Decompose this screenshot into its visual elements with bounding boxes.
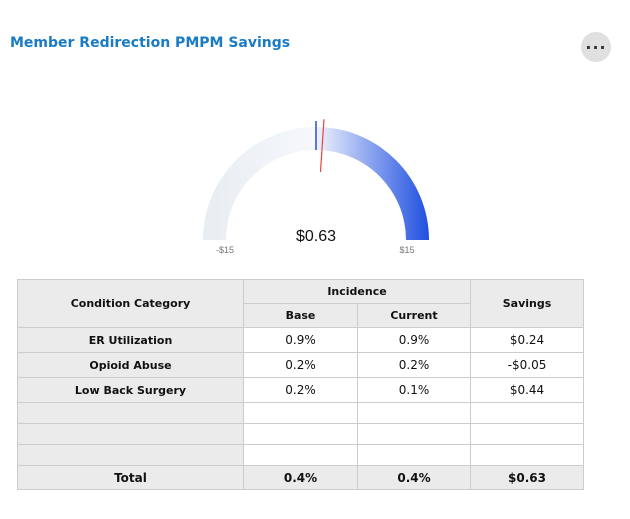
widget-title: Member Redirection PMPM Savings (10, 35, 291, 51)
cell-savings: $0.44 (470, 377, 584, 403)
cell-savings: -$0.05 (470, 352, 584, 378)
cell-category (17, 444, 244, 466)
cell-current: 0.2% (357, 352, 471, 378)
cell-base (243, 423, 358, 445)
cell-current (357, 423, 471, 445)
header-condition-category: Condition Category (17, 279, 244, 328)
cell-current: 0.9% (357, 327, 471, 353)
table-row (17, 423, 584, 445)
cell-category: ER Utilization (17, 327, 244, 353)
header-current: Current (357, 303, 471, 328)
cell-current (357, 402, 471, 424)
cell-savings (470, 402, 584, 424)
cell-base: 0.2% (243, 352, 358, 378)
header-savings: Savings (470, 279, 584, 328)
header-incidence: Incidence (243, 279, 471, 304)
cell-base: 0.9% (243, 327, 358, 353)
savings-gauge: $0.63 -$15 $15 (203, 119, 429, 255)
cell-savings (470, 444, 584, 466)
gauge-needle (319, 119, 325, 173)
total-savings: $0.63 (470, 465, 584, 490)
total-current: 0.4% (357, 465, 471, 490)
savings-table: Condition Category Incidence Savings Bas… (17, 279, 584, 490)
cell-current (357, 444, 471, 466)
cell-category: Opioid Abuse (17, 352, 244, 378)
cell-base: 0.2% (243, 377, 358, 403)
cell-base (243, 444, 358, 466)
table-row (17, 444, 584, 466)
table-row (17, 402, 584, 424)
cell-current: 0.1% (357, 377, 471, 403)
cell-category: Low Back Surgery (17, 377, 244, 403)
table-row: ER Utilization 0.9% 0.9% $0.24 (17, 327, 584, 353)
cell-category (17, 402, 244, 424)
gauge-fill (316, 127, 429, 240)
gauge-value: $0.63 (296, 228, 336, 245)
total-label: Total (17, 465, 244, 490)
cell-base (243, 402, 358, 424)
cell-savings: $0.24 (470, 327, 584, 353)
more-options-button[interactable]: ··· (581, 32, 611, 62)
header-base: Base (243, 303, 358, 328)
gauge-max-label: $15 (399, 245, 414, 255)
total-base: 0.4% (243, 465, 358, 490)
cell-savings (470, 423, 584, 445)
cell-category (17, 423, 244, 445)
gauge-min-label: -$15 (216, 245, 234, 255)
gauge-track (203, 127, 316, 240)
table-row: Opioid Abuse 0.2% 0.2% -$0.05 (17, 352, 584, 378)
total-row: Total 0.4% 0.4% $0.63 (17, 465, 584, 490)
table-row: Low Back Surgery 0.2% 0.1% $0.44 (17, 377, 584, 403)
ellipsis-icon: ··· (585, 37, 607, 57)
